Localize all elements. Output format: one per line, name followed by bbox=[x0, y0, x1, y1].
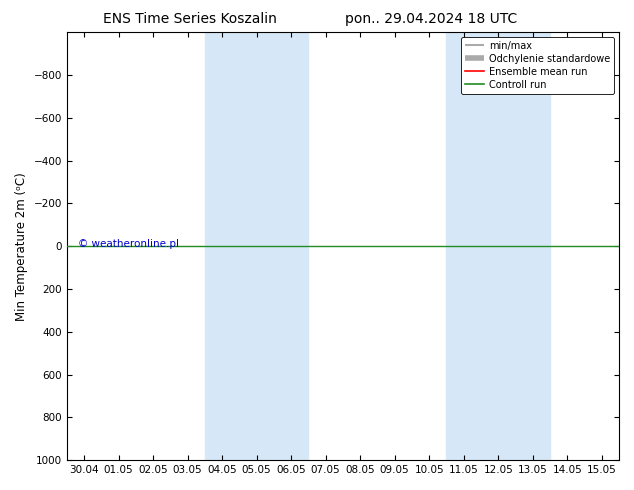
Text: © weatheronline.pl: © weatheronline.pl bbox=[78, 239, 179, 249]
Bar bbox=[205, 32, 308, 460]
Y-axis label: Min Temperature 2m (ᵒC): Min Temperature 2m (ᵒC) bbox=[15, 172, 28, 320]
Text: ENS Time Series Koszalin: ENS Time Series Koszalin bbox=[103, 12, 277, 26]
Text: pon.. 29.04.2024 18 UTC: pon.. 29.04.2024 18 UTC bbox=[345, 12, 517, 26]
Legend: min/max, Odchylenie standardowe, Ensemble mean run, Controll run: min/max, Odchylenie standardowe, Ensembl… bbox=[461, 37, 614, 94]
Bar bbox=[446, 32, 550, 460]
